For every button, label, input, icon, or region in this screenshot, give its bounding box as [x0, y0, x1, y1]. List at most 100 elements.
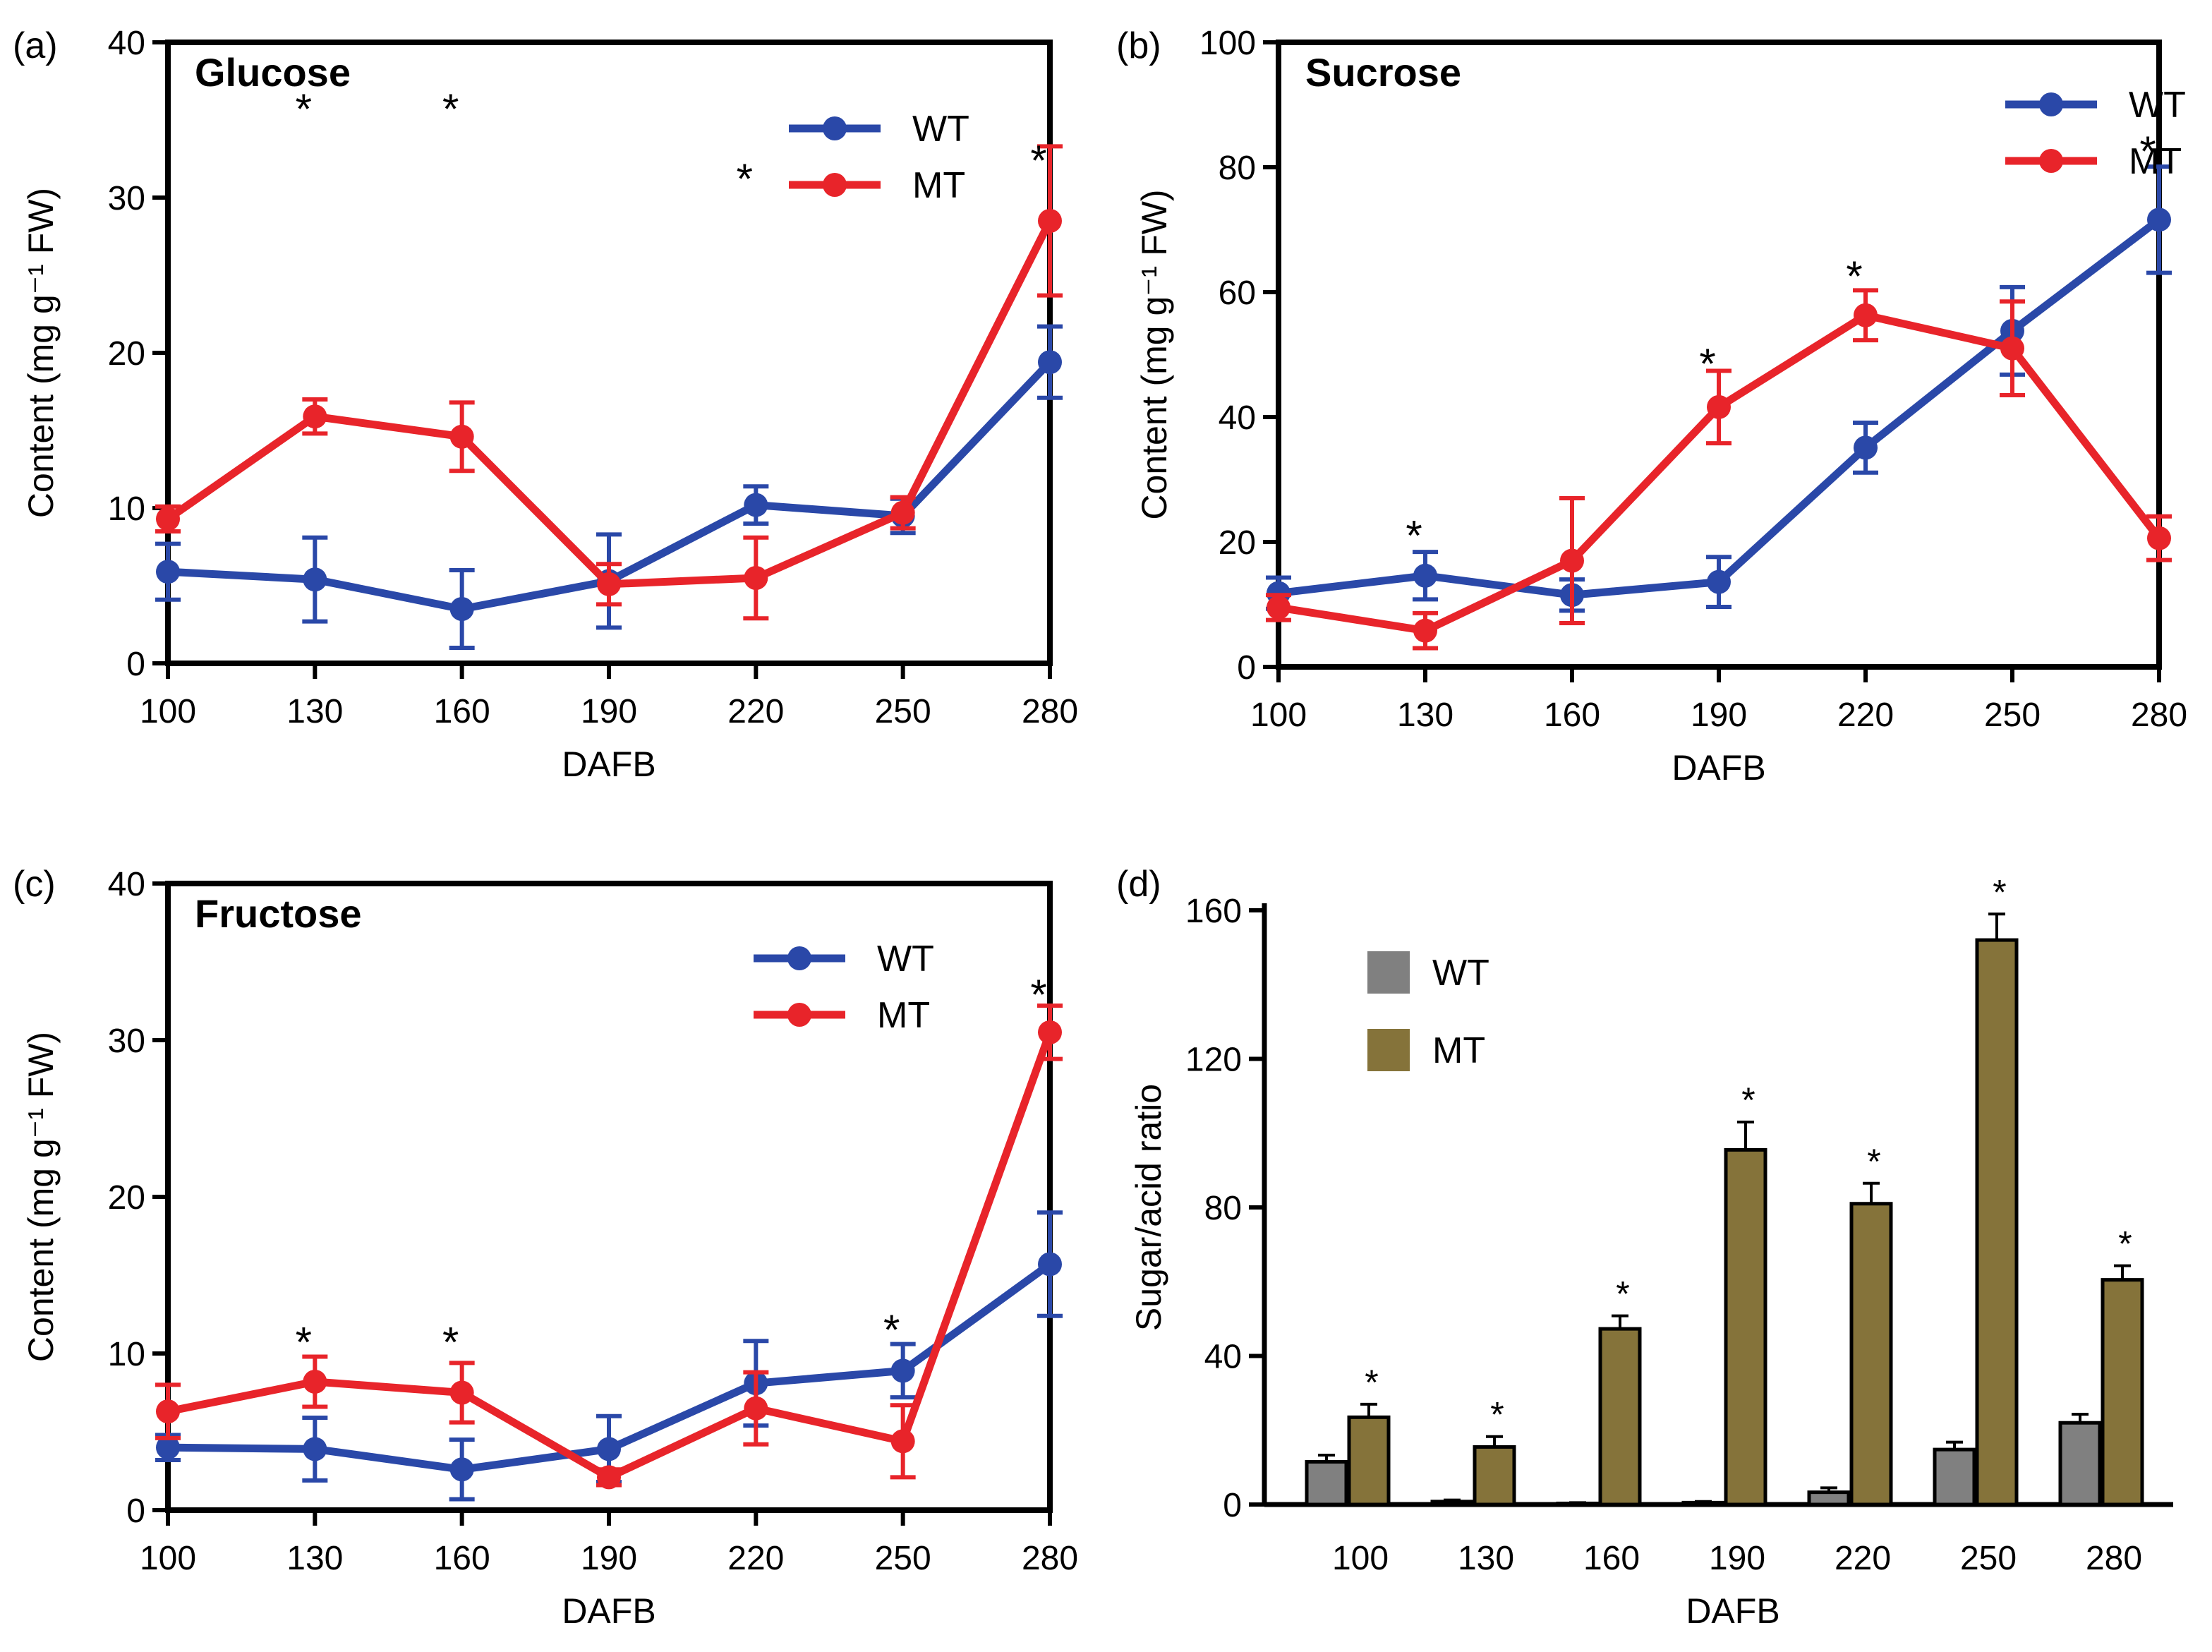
significance-star: *: [1030, 137, 1046, 184]
data-point: [1038, 1020, 1062, 1044]
data-point: [1560, 548, 1584, 573]
y-tick-label: 40: [108, 866, 145, 903]
panel-a-glucose: 0 10 20 30 40 100 130 160 190 220 250 280 DAFB Conten…: [13, 25, 1078, 784]
significance-star: *: [1867, 1142, 1880, 1181]
y-tick-label: 80: [1204, 1190, 1242, 1227]
significance-star: *: [2139, 128, 2156, 175]
y-tick-label: 10: [108, 490, 145, 528]
y-tick-label: 10: [108, 1336, 145, 1373]
panel-label: (d): [1116, 864, 1161, 905]
x-tick-label: 100: [140, 693, 196, 730]
significance-star: *: [1406, 512, 1422, 559]
x-tick-label: 250: [1984, 697, 2041, 734]
series-mt: [155, 144, 1063, 621]
y-tick-label: 60: [1219, 275, 1256, 312]
legend-label-mt: MT: [2129, 141, 2182, 182]
data-point: [2147, 526, 2171, 550]
significance-star: *: [1616, 1274, 1629, 1314]
y-tick-label: 0: [1237, 649, 1256, 687]
legend-marker-wt: [823, 116, 847, 140]
panel-b-sucrose: 0 20 40 60 80 100 100 130 160 190 220 250 280 DAFB Con…: [1116, 25, 2187, 788]
data-point: [597, 1437, 621, 1461]
y-axis-label: Content (mg g⁻¹ FW): [21, 1032, 61, 1362]
legend-marker-mt: [2039, 149, 2063, 173]
legend-swatch-mt: [1367, 1029, 1410, 1071]
significance-star: *: [296, 1319, 312, 1366]
significance-star: *: [442, 1319, 459, 1366]
chart-title: Sucrose: [1305, 50, 1461, 95]
chart-title: Glucose: [195, 50, 351, 95]
series-line: [167, 1031, 1054, 1481]
data-point: [1038, 209, 1062, 233]
y-tick-label: 40: [1219, 399, 1256, 437]
data-point: [597, 572, 621, 596]
x-tick-label: 280: [2131, 697, 2187, 734]
data-point: [2147, 207, 2171, 232]
y-tick-label: 100: [1199, 25, 1256, 62]
y-tick-label: 20: [108, 1179, 145, 1217]
data-point: [303, 567, 327, 592]
data-point: [156, 1435, 180, 1460]
x-tick-label: 130: [1458, 1540, 1514, 1577]
y-tick-label: 40: [108, 25, 145, 62]
y-tick-label: 120: [1185, 1042, 1242, 1079]
significance-star: *: [1846, 253, 1862, 300]
x-tick-label: 220: [1837, 697, 1894, 734]
x-tick-label: 220: [1835, 1540, 1891, 1577]
panel-label: (b): [1116, 25, 1161, 66]
bar-mt: [1724, 1147, 1767, 1507]
data-point: [1038, 1252, 1062, 1277]
data-point: [597, 1465, 621, 1490]
x-tick-label: 160: [434, 1540, 490, 1577]
bar-mt: [1849, 1202, 1893, 1507]
y-tick-label: 0: [1223, 1487, 1242, 1524]
significance-star: *: [1699, 340, 1715, 387]
x-tick-label: 280: [1022, 693, 1078, 730]
data-point: [303, 1437, 327, 1461]
x-tick-label: 190: [1709, 1540, 1765, 1577]
x-tick-label: 100: [1332, 1540, 1389, 1577]
bar-wt: [1430, 1500, 1474, 1507]
panel-d-sugar-acid-ratio: 0 40 80 120 160 100 * 130 * 160 * 190 * 220 * 250 * 280 * D…: [1116, 864, 2173, 1631]
x-tick-label: 190: [581, 693, 637, 730]
bar-wt: [1807, 1490, 1851, 1507]
legend-label-mt: MT: [877, 995, 930, 1036]
x-tick-label: 280: [1022, 1540, 1078, 1577]
bar-mt: [1347, 1415, 1391, 1507]
y-axis-label: Content (mg g⁻¹ FW): [21, 188, 61, 518]
legend-label-wt: WT: [912, 109, 969, 150]
data-point: [2000, 336, 2024, 361]
significance-star: *: [883, 1306, 900, 1353]
y-tick-label: 0: [126, 1493, 145, 1530]
legend-marker-mt: [823, 173, 847, 197]
y-axis-label: Sugar/acid ratio: [1129, 1084, 1168, 1331]
x-tick-label: 250: [875, 1540, 931, 1577]
legend-label-wt: WT: [1432, 953, 1489, 994]
x-axis-label: DAFB: [562, 1591, 655, 1631]
panel-c-fructose: 0 10 20 30 40 100 130 160 190 220 250 280 DAFB Conten…: [13, 864, 1078, 1631]
y-tick-label: 160: [1185, 893, 1242, 930]
x-tick-label: 100: [140, 1540, 196, 1577]
series-wt: [155, 1210, 1063, 1502]
x-tick-label: 220: [727, 693, 784, 730]
data-point: [303, 1369, 327, 1394]
x-tick-label: 160: [1583, 1540, 1640, 1577]
legend-label-wt: WT: [877, 939, 934, 979]
x-axis-label: DAFB: [562, 744, 655, 784]
legend-label-wt: WT: [2129, 85, 2186, 126]
significance-star: *: [442, 85, 459, 133]
data-point: [744, 566, 768, 590]
data-point: [1267, 595, 1291, 620]
y-tick-label: 0: [126, 646, 145, 683]
data-point: [156, 560, 180, 584]
data-point: [1854, 303, 1878, 327]
significance-star: *: [296, 85, 312, 133]
data-point: [1413, 563, 1437, 588]
x-tick-label: 160: [1544, 697, 1600, 734]
data-point: [156, 1399, 180, 1424]
bar-wt: [2058, 1421, 2102, 1507]
panel-label: (a): [13, 25, 58, 66]
bar-wt: [1933, 1447, 1976, 1507]
y-tick-label: 30: [108, 180, 145, 217]
significance-star: *: [1365, 1363, 1378, 1402]
